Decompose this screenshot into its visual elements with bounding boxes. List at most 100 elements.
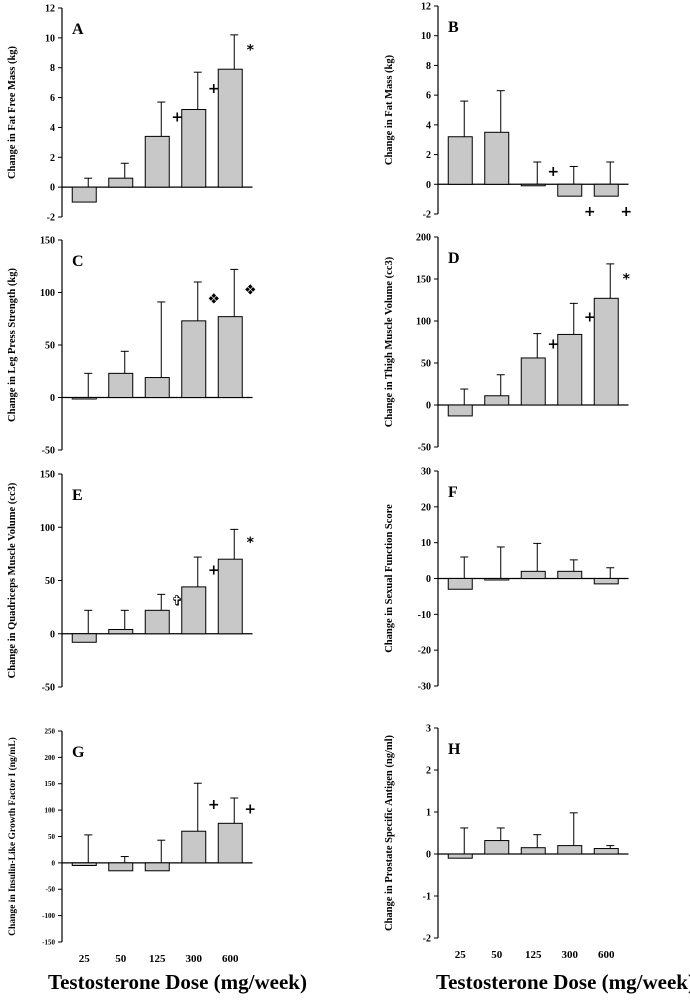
y-axis-label: Change in Insulin-Like Growth Factor I (… <box>7 737 18 936</box>
y-tick-label: 200 <box>45 754 56 762</box>
y-tick-label: 1 <box>426 808 431 819</box>
bar-dose-25 <box>447 136 473 185</box>
y-tick-label: 8 <box>426 61 431 72</box>
y-tick-label: 100 <box>40 288 55 299</box>
y-tick-label: -50 <box>42 446 55 457</box>
panel-d: -50 0 50 100 150 200 + + * D Change in Thigh Muscl… <box>384 233 631 454</box>
bar-dose-50 <box>484 131 510 185</box>
bar-dose-50 <box>484 840 510 855</box>
y-tick-label: 10 <box>421 538 431 549</box>
significance-marker: + <box>547 337 559 353</box>
bar-dose-25 <box>447 404 473 417</box>
y-tick-label: 50 <box>45 341 55 352</box>
y-tick-label: 50 <box>45 576 55 587</box>
panel-letter: A <box>72 21 84 38</box>
y-tick-label: 0 <box>52 859 56 867</box>
x-tick-label: 600 <box>598 949 615 961</box>
y-tick-label: -2 <box>47 213 55 224</box>
bar-dose-300 <box>181 586 207 635</box>
y-tick-label: -20 <box>418 646 431 657</box>
bar-dose-50 <box>484 578 510 581</box>
bar-dose-600 <box>217 558 243 635</box>
bar-dose-25 <box>447 578 473 590</box>
y-tick-label: -50 <box>42 683 55 694</box>
panel-letter: E <box>72 487 83 504</box>
y-tick-label: 100 <box>40 523 55 534</box>
y-tick-label: 150 <box>40 236 55 247</box>
panel-letter: B <box>448 19 459 36</box>
bar-dose-600 <box>217 316 243 398</box>
bar-dose-50 <box>108 372 134 399</box>
bar-dose-125 <box>520 570 546 579</box>
panel-a: -2 0 2 4 6 8 10 12 + + * A Change in Fat Free Mass (… <box>7 4 255 224</box>
x-tick-label: 300 <box>186 953 203 965</box>
bar-dose-600 <box>593 297 619 406</box>
bar-dose-125 <box>144 135 170 188</box>
panel-letter: F <box>448 484 458 501</box>
x-axis-caption-left: Testosterone Dose (mg/week) <box>48 970 307 994</box>
y-tick-label: 0 <box>426 401 431 412</box>
y-tick-label: 2 <box>50 153 55 164</box>
y-tick-label: 30 <box>421 467 431 478</box>
significance-marker: + <box>584 204 596 220</box>
significance-marker: ❖ <box>207 291 220 307</box>
bar-dose-600 <box>217 68 243 188</box>
bar-dose-25 <box>71 633 97 643</box>
bar-dose-300 <box>181 830 207 864</box>
y-axis-label: Change in Fat Mass (kg) <box>384 54 395 165</box>
bar-dose-300 <box>557 845 583 855</box>
x-tick-label: 125 <box>149 953 166 965</box>
y-axis-label: Change in Thigh Muscle Volume (cc3) <box>384 256 395 427</box>
y-tick-label: -50 <box>46 886 56 894</box>
y-tick-label: 12 <box>421 2 431 13</box>
significance-marker: + <box>208 81 220 97</box>
y-tick-label: 6 <box>50 93 55 104</box>
y-tick-label: 2 <box>426 766 431 777</box>
panel-letter: C <box>72 253 84 270</box>
bar-dose-300 <box>557 570 583 579</box>
y-tick-label: 150 <box>416 275 431 286</box>
y-tick-label: 3 <box>426 724 431 735</box>
significance-marker: + <box>171 110 183 126</box>
y-tick-label: 20 <box>421 502 431 513</box>
bar-dose-300 <box>181 109 207 188</box>
y-tick-label: 50 <box>48 833 56 841</box>
significance-marker: * <box>623 271 631 287</box>
y-tick-label: 50 <box>421 359 431 370</box>
x-tick-label: 50 <box>491 949 503 961</box>
significance-marker: + <box>620 204 632 220</box>
y-tick-label: 4 <box>426 120 431 131</box>
bar-dose-25 <box>447 853 473 859</box>
y-tick-label: -100 <box>42 912 55 920</box>
x-axis-caption-right: Testosterone Dose (mg/week) <box>436 970 690 994</box>
bar-dose-125 <box>144 862 170 872</box>
y-axis-label: Change in Sexual Function Score <box>384 504 395 653</box>
x-tick-label: 125 <box>525 949 542 961</box>
panel-f: -30 -20 -10 0 10 20 30 F Change in Sexual Functi… <box>384 467 629 693</box>
panel-h: -2 -1 0 1 2 3 H Change in Prostate Specific Ant… <box>384 724 629 961</box>
y-tick-label: -150 <box>42 938 55 946</box>
x-tick-label: 50 <box>115 953 127 965</box>
x-tick-label: 25 <box>455 949 467 961</box>
y-tick-label: 0 <box>426 850 431 861</box>
x-tick-label: 600 <box>222 953 239 965</box>
bar-dose-600 <box>593 183 619 197</box>
panel-letter: G <box>72 744 85 761</box>
bar-dose-600 <box>593 578 619 585</box>
y-tick-label: 8 <box>50 63 55 74</box>
bar-dose-50 <box>108 177 134 188</box>
y-tick-label: 100 <box>416 317 431 328</box>
y-tick-label: 0 <box>50 629 55 640</box>
y-tick-label: 12 <box>45 4 55 15</box>
x-tick-label: 300 <box>562 949 579 961</box>
bar-dose-25 <box>71 397 97 400</box>
bar-dose-125 <box>520 183 546 187</box>
panel-c: -50 0 50 100 150 ❖ ❖ C Change in Leg Press Stren… <box>7 236 257 457</box>
y-tick-label: 0 <box>50 183 55 194</box>
y-tick-label: 250 <box>45 727 56 735</box>
y-tick-label: 4 <box>50 123 55 134</box>
bar-dose-125 <box>144 609 170 635</box>
y-axis-label: Change in Fat Free Mass (kg) <box>7 45 18 179</box>
y-tick-label: -1 <box>423 892 431 903</box>
y-tick-label: 0 <box>50 393 55 404</box>
